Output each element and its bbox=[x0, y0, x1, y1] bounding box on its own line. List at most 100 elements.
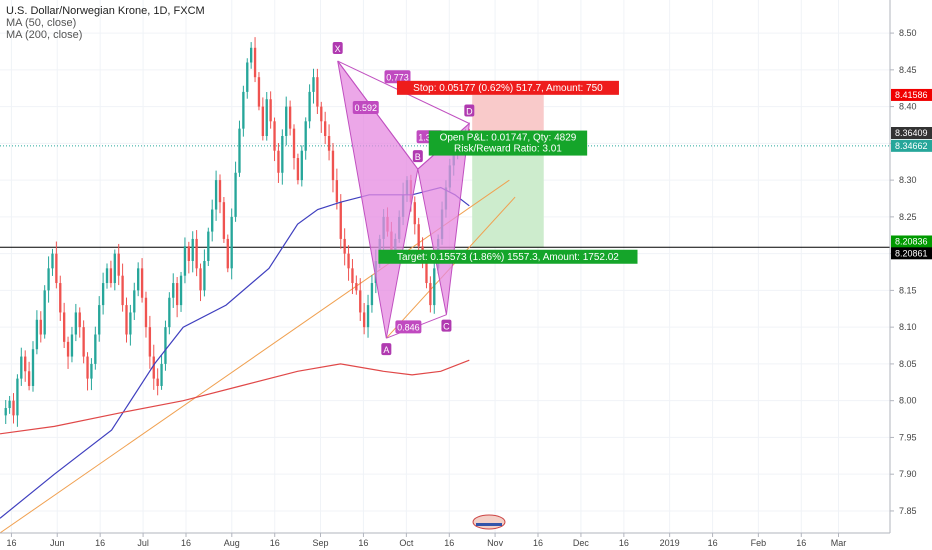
ma200-legend[interactable]: MA (200, close) bbox=[6, 29, 83, 41]
candle-body bbox=[195, 238, 198, 269]
price-label-box bbox=[891, 247, 932, 260]
candle bbox=[20, 347, 23, 386]
candle-body bbox=[288, 106, 292, 129]
candle bbox=[249, 42, 253, 69]
time-tick-label: 16 bbox=[6, 538, 16, 548]
position-labels: Stop: 0.05177 (0.62%) 517.7, Amount: 750… bbox=[378, 80, 638, 264]
candle-body bbox=[234, 172, 237, 217]
candle-body bbox=[191, 238, 194, 261]
candle-body bbox=[413, 202, 416, 225]
candle bbox=[316, 68, 319, 114]
candle-body bbox=[90, 363, 93, 379]
time-tick-label: 2019 bbox=[660, 538, 680, 548]
time-tick-label: Aug bbox=[224, 538, 240, 548]
candle-body bbox=[164, 327, 167, 364]
candle-body bbox=[203, 260, 206, 291]
candle bbox=[148, 315, 152, 369]
time-tick-label: 16 bbox=[444, 538, 454, 548]
pattern-point-label: X bbox=[335, 44, 341, 54]
candle bbox=[246, 58, 249, 99]
candle-body bbox=[285, 106, 288, 137]
candle-body bbox=[211, 209, 214, 232]
candle bbox=[362, 303, 366, 335]
candle bbox=[152, 344, 155, 390]
candle bbox=[203, 249, 206, 297]
pattern-point-label: C bbox=[443, 322, 450, 332]
symbol-title[interactable]: U.S. Dollar/Norwegian Krone, 1D, FXCM bbox=[6, 5, 205, 17]
time-axis[interactable]: 16 Jun 16 Jul 16 Aug 16 Sep 16 Oct 16 Nov 16 Dec 16 201… bbox=[0, 532, 932, 550]
pattern-ratio-label: 0.592 bbox=[354, 103, 377, 113]
candle-body bbox=[335, 180, 339, 203]
candle-body bbox=[292, 128, 296, 159]
candle bbox=[195, 230, 198, 277]
candle bbox=[4, 400, 7, 424]
candle-body bbox=[320, 106, 323, 122]
stop-zone bbox=[472, 94, 544, 134]
candle bbox=[285, 96, 288, 146]
candle bbox=[94, 326, 97, 370]
candle bbox=[117, 243, 120, 286]
price-label-box bbox=[891, 235, 932, 248]
candle bbox=[218, 174, 222, 214]
price-tick-label: 7.90 bbox=[899, 469, 917, 479]
candle-body bbox=[82, 327, 85, 357]
candle bbox=[70, 326, 74, 363]
candle bbox=[129, 304, 132, 346]
price-axis[interactable]: 7.857.907.958.008.058.108.158.208.258.30… bbox=[889, 0, 932, 533]
time-tick-label: Feb bbox=[751, 538, 767, 548]
ma200-line bbox=[0, 359, 470, 435]
pattern-point-label: D bbox=[466, 107, 473, 117]
candle-body bbox=[140, 268, 144, 298]
price-label: 8.20861 bbox=[895, 248, 928, 258]
price-label-box bbox=[891, 88, 932, 101]
candle-body bbox=[43, 290, 46, 335]
time-tick-label: Mar bbox=[831, 538, 847, 548]
candle bbox=[175, 277, 179, 318]
time-tick-label: 16 bbox=[358, 538, 368, 548]
candle-body bbox=[8, 400, 11, 409]
candle bbox=[74, 303, 78, 342]
price-label-box bbox=[891, 139, 932, 152]
candle-body bbox=[261, 106, 265, 137]
candle-body bbox=[179, 275, 183, 306]
candle-body bbox=[273, 121, 276, 151]
candle-body bbox=[113, 253, 116, 284]
candle bbox=[12, 393, 15, 424]
candle-body bbox=[39, 319, 42, 335]
candle bbox=[16, 374, 19, 427]
candle-body bbox=[327, 136, 331, 151]
candle bbox=[78, 307, 81, 338]
candle bbox=[433, 256, 436, 314]
pattern-ratio-label: 0.846 bbox=[397, 322, 420, 332]
candle bbox=[327, 124, 331, 161]
candle bbox=[257, 72, 261, 111]
ma50-legend[interactable]: MA (50, close) bbox=[6, 17, 77, 29]
candle-body bbox=[230, 216, 233, 269]
candle bbox=[339, 194, 342, 249]
time-tick-label: Dec bbox=[573, 538, 590, 548]
time-tick-label: 16 bbox=[95, 538, 105, 548]
price-tick-label: 8.50 bbox=[899, 28, 917, 38]
candle-body bbox=[316, 77, 319, 107]
candle bbox=[370, 274, 374, 313]
candle bbox=[211, 199, 214, 242]
candle bbox=[101, 272, 105, 315]
candle-body bbox=[20, 356, 23, 379]
candle-body bbox=[308, 91, 311, 122]
candle bbox=[31, 341, 35, 392]
pattern-ratio-badge bbox=[395, 320, 422, 334]
candle-body bbox=[117, 253, 120, 276]
candle-body bbox=[78, 312, 81, 328]
candle-body bbox=[362, 312, 366, 328]
candle bbox=[43, 285, 46, 339]
candle bbox=[98, 296, 101, 342]
candle bbox=[27, 361, 31, 391]
time-tick-label: Nov bbox=[487, 538, 504, 548]
candle bbox=[324, 111, 327, 145]
candle bbox=[253, 37, 257, 83]
candle-body bbox=[207, 231, 210, 261]
candle-body bbox=[51, 253, 54, 269]
price-label: 8.20836 bbox=[895, 236, 928, 246]
candle-body bbox=[281, 136, 284, 173]
